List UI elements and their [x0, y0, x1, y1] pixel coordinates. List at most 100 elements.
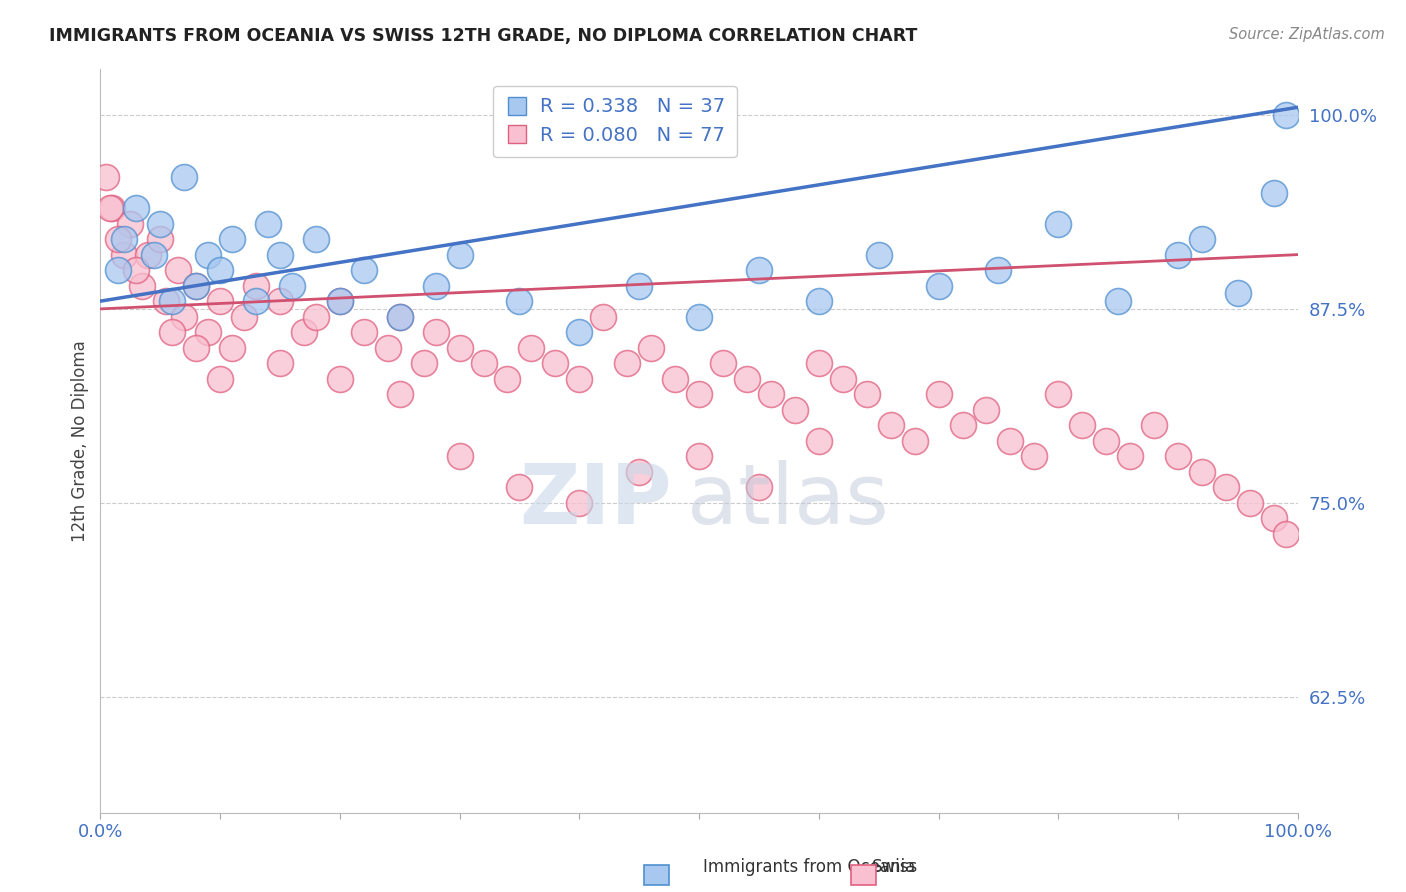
Point — [269, 294, 291, 309]
Point — [107, 263, 129, 277]
Point — [1143, 418, 1166, 433]
Point — [664, 372, 686, 386]
Point — [112, 247, 135, 261]
Point — [748, 263, 770, 277]
Text: Immigrants from Oceania: Immigrants from Oceania — [703, 858, 915, 876]
Point — [107, 232, 129, 246]
Point — [449, 449, 471, 463]
Point — [245, 294, 267, 309]
Point — [592, 310, 614, 324]
Point — [186, 341, 208, 355]
Point — [748, 480, 770, 494]
Text: atlas: atlas — [688, 459, 889, 541]
Point — [688, 310, 710, 324]
Point — [388, 310, 411, 324]
Point — [1239, 496, 1261, 510]
Point — [807, 294, 830, 309]
Point — [1275, 108, 1298, 122]
Point — [568, 372, 591, 386]
Point — [329, 294, 352, 309]
Text: IMMIGRANTS FROM OCEANIA VS SWISS 12TH GRADE, NO DIPLOMA CORRELATION CHART: IMMIGRANTS FROM OCEANIA VS SWISS 12TH GR… — [49, 27, 918, 45]
Point — [125, 201, 148, 215]
Point — [472, 356, 495, 370]
Point — [1107, 294, 1129, 309]
Point — [377, 341, 399, 355]
Point — [155, 294, 177, 309]
Point — [783, 402, 806, 417]
Point — [868, 247, 890, 261]
Point — [412, 356, 434, 370]
Point — [388, 310, 411, 324]
Point — [628, 465, 651, 479]
Point — [143, 247, 166, 261]
Point — [688, 449, 710, 463]
Point — [353, 263, 375, 277]
Point — [508, 480, 530, 494]
Point — [197, 247, 219, 261]
Point — [186, 278, 208, 293]
Point — [425, 325, 447, 339]
Point — [1047, 217, 1070, 231]
Point — [928, 387, 950, 401]
Point — [735, 372, 758, 386]
Point — [1167, 247, 1189, 261]
Point — [568, 496, 591, 510]
Point — [136, 247, 159, 261]
Y-axis label: 12th Grade, No Diploma: 12th Grade, No Diploma — [72, 340, 89, 541]
Point — [496, 372, 519, 386]
Point — [544, 356, 567, 370]
Point — [904, 434, 927, 448]
Point — [120, 217, 142, 231]
Point — [628, 278, 651, 293]
Legend: R = 0.338   N = 37, R = 0.080   N = 77: R = 0.338 N = 37, R = 0.080 N = 77 — [494, 86, 737, 157]
Point — [305, 232, 328, 246]
Point — [101, 201, 124, 215]
Point — [855, 387, 877, 401]
Point — [160, 325, 183, 339]
Point — [928, 278, 950, 293]
Point — [831, 372, 853, 386]
Point — [131, 278, 153, 293]
Point — [759, 387, 782, 401]
Point — [173, 310, 195, 324]
Point — [112, 232, 135, 246]
Point — [209, 294, 232, 309]
Point — [221, 341, 243, 355]
Text: ZIP: ZIP — [519, 459, 672, 541]
Point — [1263, 511, 1285, 525]
Point — [1095, 434, 1118, 448]
Point — [1071, 418, 1094, 433]
Point — [508, 294, 530, 309]
Point — [149, 232, 172, 246]
Text: Source: ZipAtlas.com: Source: ZipAtlas.com — [1229, 27, 1385, 42]
Point — [1275, 526, 1298, 541]
Point — [1167, 449, 1189, 463]
Point — [1191, 232, 1213, 246]
Point — [269, 247, 291, 261]
Point — [449, 247, 471, 261]
Point — [209, 372, 232, 386]
Point — [1047, 387, 1070, 401]
Point — [257, 217, 280, 231]
Point — [1226, 286, 1249, 301]
Point — [281, 278, 304, 293]
Point — [305, 310, 328, 324]
Point — [98, 201, 121, 215]
Point — [1000, 434, 1022, 448]
Point — [807, 356, 830, 370]
Point — [160, 294, 183, 309]
Point — [1191, 465, 1213, 479]
Point — [449, 341, 471, 355]
Point — [125, 263, 148, 277]
Point — [1024, 449, 1046, 463]
Point — [329, 294, 352, 309]
Point — [568, 325, 591, 339]
Point — [952, 418, 974, 433]
Point — [1263, 186, 1285, 200]
Point — [987, 263, 1010, 277]
Point — [233, 310, 256, 324]
Point — [425, 278, 447, 293]
Point — [96, 170, 118, 185]
Point — [167, 263, 190, 277]
Point — [221, 232, 243, 246]
